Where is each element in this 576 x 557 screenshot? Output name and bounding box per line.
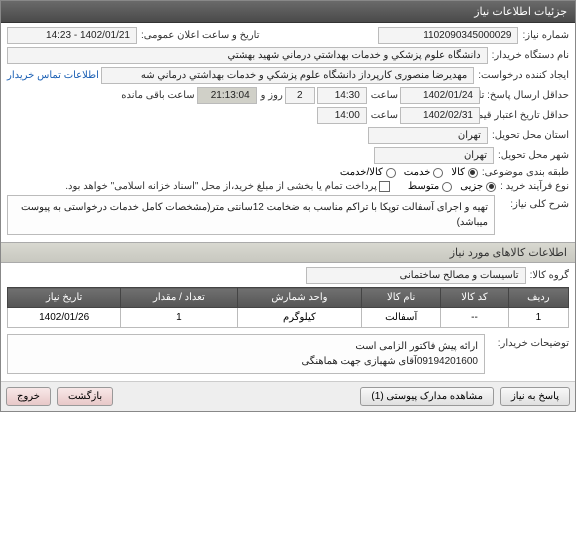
time-label-2: ساعت [371, 110, 398, 121]
buyer-notes-label: توضیحات خریدار: [489, 334, 569, 349]
radio-partial[interactable]: جزیی [460, 181, 496, 192]
goods-group-label: گروه کالا: [530, 270, 569, 281]
panel-header: جزئیات اطلاعات نیاز [1, 1, 575, 23]
need-no-value: 1102090345000029 [378, 27, 518, 44]
footer-toolbar: پاسخ به نیاز مشاهده مدارک پیوستی (1) باز… [1, 381, 575, 411]
table-row: 1--آسفالتکیلوگرم11402/01/26 [8, 308, 569, 328]
table-header: کد کالا [441, 288, 509, 308]
valid-date: 1402/02/31 [400, 107, 480, 124]
table-header: نام کالا [362, 288, 441, 308]
table-header: تعداد / مقدار [121, 288, 237, 308]
time-label-1: ساعت [371, 90, 398, 101]
announce-label: تاریخ و ساعت اعلان عمومی: [141, 30, 260, 41]
goods-table: ردیفکد کالانام کالاواحد شمارشتعداد / مقد… [7, 287, 569, 328]
attachments-button[interactable]: مشاهده مدارک پیوستی (1) [360, 387, 494, 406]
table-header: تاریخ نیاز [8, 288, 121, 308]
deadline-label: حداقل ارسال پاسخ: تا تاریخ: [484, 90, 569, 101]
location-value: تهران [368, 127, 488, 144]
desc-label: شرح کلی نیاز: [499, 195, 569, 210]
location-label: استان محل تحویل: [492, 130, 569, 141]
reply-button[interactable]: پاسخ به نیاز [500, 387, 570, 406]
radio-both[interactable]: کالا/خدمت [340, 167, 396, 178]
remain-label: ساعت باقی مانده [121, 90, 194, 101]
valid-label: حداقل تاریخ اعتبار قیمت: تا تاریخ: [484, 110, 569, 121]
category-radio-group: کالا خدمت کالا/خدمت [340, 167, 478, 178]
radio-service[interactable]: خدمت [404, 167, 444, 178]
desc-value: تهیه و اجرای آسفالت توپکا با تراکم مناسب… [7, 195, 495, 235]
pay-note: پرداخت تمام یا بخشی از مبلغ خرید،از محل … [65, 181, 377, 192]
deadline-date: 1402/01/24 [400, 87, 480, 104]
contact-link[interactable]: اطلاعات تماس خریدار [7, 70, 99, 81]
buy-type-label: نوع فرآیند خرید : [500, 181, 569, 192]
city-value: تهران [374, 147, 494, 164]
deadline-time: 14:30 [317, 87, 367, 104]
announce-value: 1402/01/21 - 14:23 [7, 27, 137, 44]
buy-type-radio-group: جزیی متوسط [408, 181, 496, 192]
radio-goods[interactable]: کالا [451, 167, 478, 178]
panel-title: جزئیات اطلاعات نیاز [474, 6, 567, 18]
days-value: 2 [285, 87, 315, 104]
need-no-label: شماره نیاز: [522, 30, 569, 41]
buyer-notes-value: ارائه پیش فاکتور الزامی است 09194201600آ… [7, 334, 485, 374]
exit-button[interactable]: خروج [6, 387, 51, 406]
table-header: واحد شمارش [237, 288, 362, 308]
days-label: روز و [261, 90, 283, 101]
valid-time: 14:00 [317, 107, 367, 124]
category-label: طبقه بندی موضوعی: [482, 167, 569, 178]
creator-value: مهدیرضا منصوری کارپرداز دانشگاه علوم پزش… [101, 67, 474, 84]
table-header: ردیف [508, 288, 568, 308]
back-button[interactable]: بازگشت [57, 387, 113, 406]
buyer-label: نام دستگاه خریدار: [492, 50, 569, 61]
radio-medium[interactable]: متوسط [408, 181, 452, 192]
city-label: شهر محل تحویل: [498, 150, 569, 161]
pay-checkbox[interactable] [379, 181, 390, 192]
goods-group-value: تاسیسات و مصالح ساختمانی [306, 267, 526, 284]
creator-label: ایجاد کننده درخواست: [478, 70, 569, 81]
goods-section-header: اطلاعات کالاهای مورد نیاز [1, 242, 575, 263]
remain-time: 21:13:04 [197, 87, 257, 104]
buyer-value: دانشگاه علوم پزشکي و خدمات بهداشتي درمان… [7, 47, 488, 64]
